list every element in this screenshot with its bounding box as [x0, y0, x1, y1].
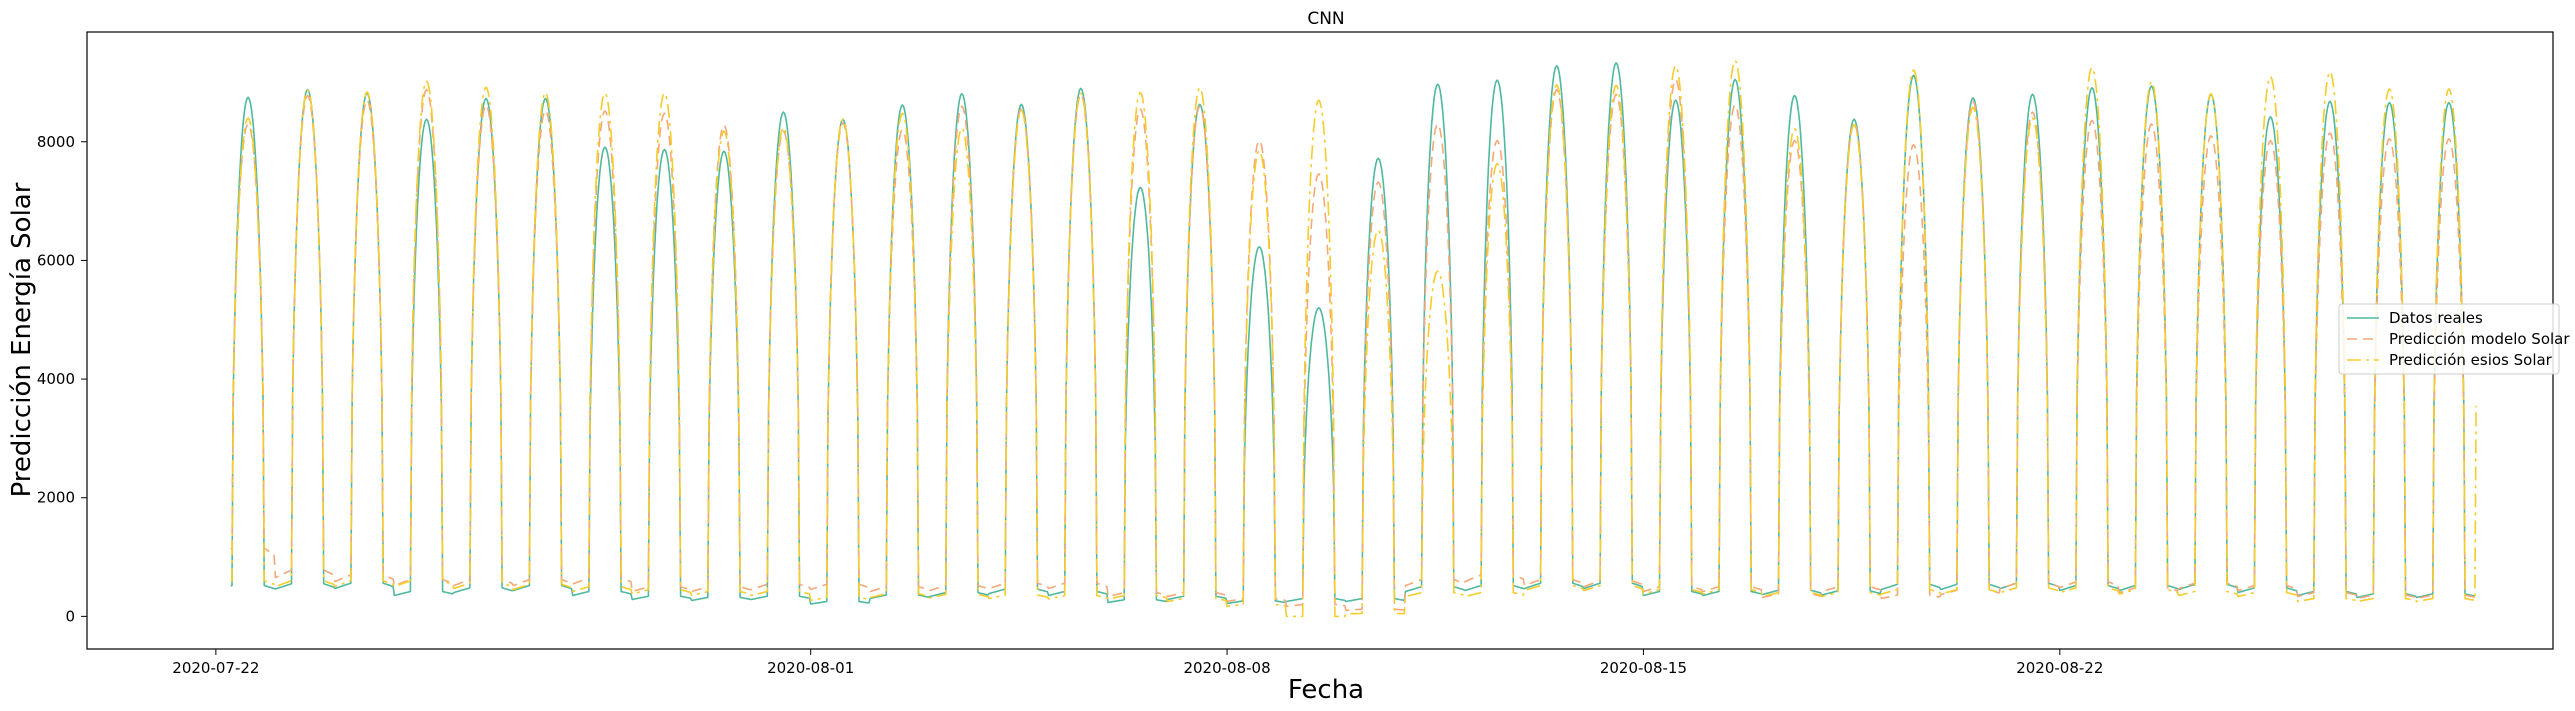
legend-label-datos-reales: Datos reales [2389, 309, 2483, 327]
series-layer [230, 59, 2477, 618]
legend-box [2338, 303, 2560, 375]
y-tick-label: 2000 [37, 489, 75, 507]
y-tick-label: 0 [65, 607, 75, 625]
x-tick-label: 2020-08-15 [1600, 659, 1687, 677]
legend: Datos reales Predicción modelo Solar Pre… [2338, 303, 2570, 375]
y-tick-label: 8000 [37, 133, 75, 151]
y-tick-label: 4000 [37, 370, 75, 388]
series-line-0 [230, 62, 2476, 605]
chart-title: CNN [1307, 9, 1344, 29]
legend-label-prediccion-esios: Predicción esios Solar [2389, 351, 2553, 369]
x-tick-label: 2020-08-01 [767, 659, 854, 677]
legend-label-prediccion-modelo: Predicción modelo Solar [2389, 330, 2570, 348]
y-tick-label: 6000 [37, 251, 75, 269]
series-line-2 [230, 59, 2477, 618]
x-tick-label: 2020-08-22 [2016, 659, 2103, 677]
x-tick-label: 2020-08-08 [1183, 659, 1270, 677]
x-tick-label: 2020-07-22 [172, 659, 259, 677]
y-axis: 0 2000 4000 6000 8000 [37, 133, 87, 625]
x-axis: 2020-07-22 2020-08-01 2020-08-08 2020-08-15… [172, 649, 2103, 677]
y-axis-label: Predicción Energía Solar [7, 182, 37, 497]
series-line-1 [230, 78, 2476, 612]
x-axis-label: Fecha [1288, 675, 1364, 705]
